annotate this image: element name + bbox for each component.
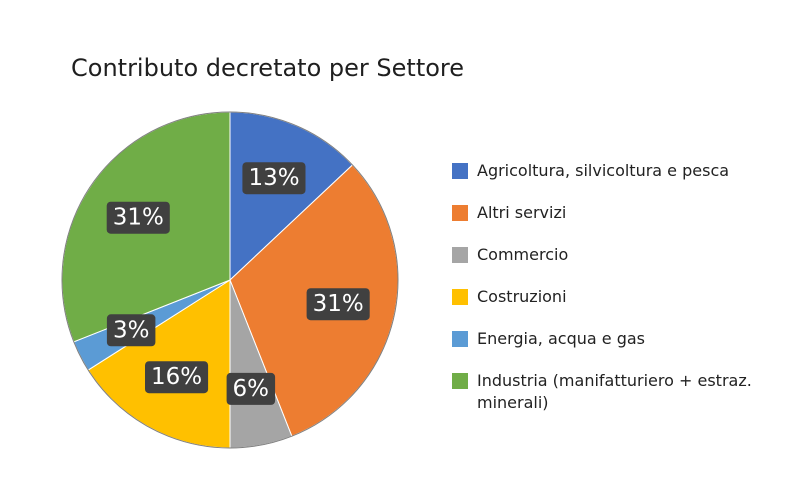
legend-item: Altri servizi (452, 202, 782, 244)
legend-label: Energia, acqua e gas (477, 329, 645, 348)
slice-label-box (242, 162, 306, 195)
legend-label: Commercio (477, 245, 569, 264)
slice-label-box (145, 361, 209, 394)
slice-label: 16% (151, 364, 202, 390)
slice-label-box (306, 288, 370, 321)
legend-swatch (452, 205, 468, 221)
slice-label-box (226, 372, 276, 405)
legend-label: Altri servizi (477, 203, 567, 222)
slice-label: 31% (113, 205, 164, 231)
legend: Agricoltura, silvicoltura e pesca Altri s… (452, 160, 782, 418)
slice-label: 6% (233, 376, 270, 402)
pie-outline (61, 111, 399, 449)
legend-swatch (452, 331, 468, 347)
slice-label: 3% (113, 317, 150, 343)
slice-label-box (106, 314, 156, 347)
legend-item: Industria (manifatturiero + estraz. mine… (452, 370, 782, 418)
legend-item: Agricoltura, silvicoltura e pesca (452, 160, 782, 202)
legend-swatch (452, 373, 468, 389)
legend-label: Costruzioni (477, 287, 567, 306)
legend-label: Agricoltura, silvicoltura e pesca (477, 161, 730, 180)
chart-title: Contributo decretato per Settore (71, 54, 465, 82)
legend-swatch (452, 247, 468, 263)
legend-swatch (452, 289, 468, 305)
slice-label-box (106, 201, 170, 234)
legend-swatch (452, 163, 468, 179)
legend-item: Energia, acqua e gas (452, 328, 782, 370)
legend-item: Costruzioni (452, 286, 782, 328)
slice-label: 13% (248, 165, 299, 191)
legend-item: Commercio (452, 244, 782, 286)
legend-label: Industria (manifatturiero + estraz. mine… (477, 371, 752, 412)
slice-label: 31% (313, 291, 364, 317)
